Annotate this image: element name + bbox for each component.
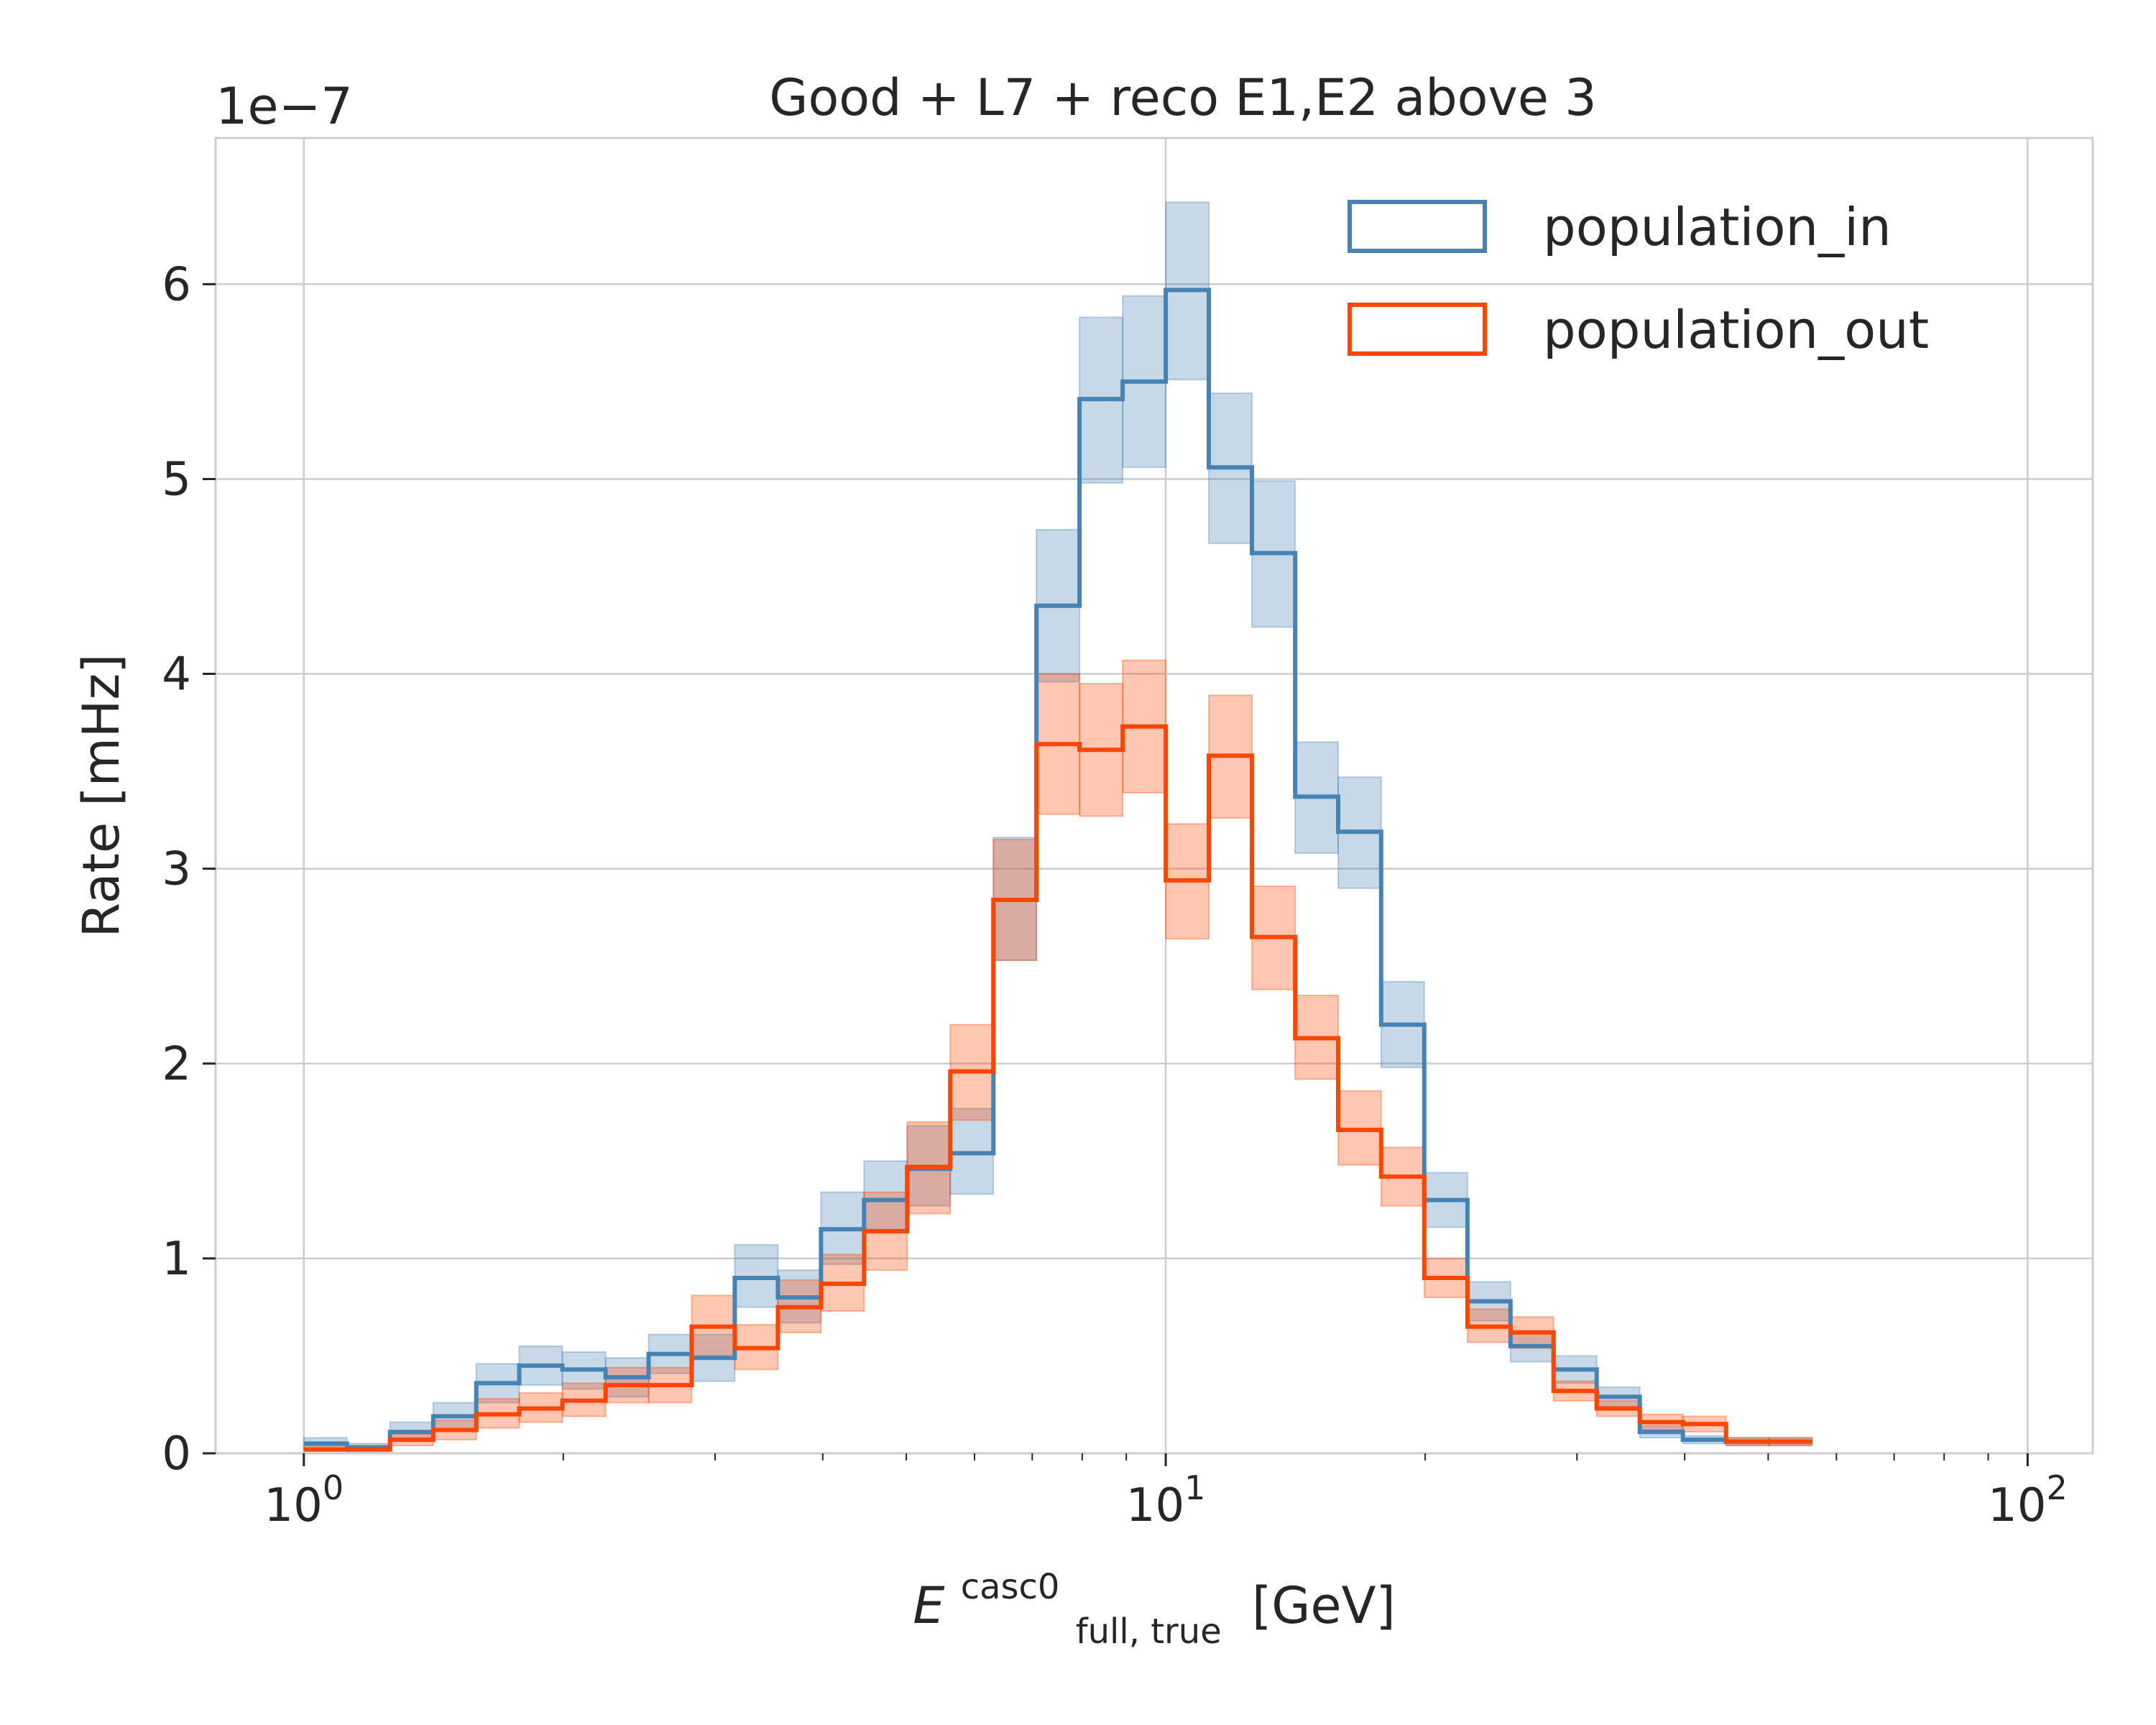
x-tick-label: 100 <box>264 1468 344 1532</box>
legend: population_in population_out <box>1348 197 1929 360</box>
error-band-population-in <box>863 1160 908 1234</box>
x-tick-label-base: 10 <box>264 1479 322 1532</box>
legend-swatch-population-in <box>1348 200 1487 253</box>
axes-frame <box>214 137 2094 1455</box>
y-tick-label: 5 <box>162 453 191 506</box>
y-tick-label: 0 <box>162 1427 191 1481</box>
x-tick-label-base: 10 <box>1126 1479 1184 1532</box>
x-tick-label: 102 <box>1988 1468 2068 1532</box>
series-lines <box>303 288 1812 1452</box>
chart-title: Good + L7 + reco E1,E2 above 3 <box>769 68 1597 127</box>
y-axis-label: Rate [mHz] <box>72 654 131 938</box>
x-axis-label-subscript: full, true <box>1076 1611 1222 1652</box>
x-axis-label: E casc0 full, true [GeV] <box>913 1552 1396 1655</box>
y-tick-label: 1 <box>162 1233 191 1286</box>
series-line-population-in <box>303 288 1812 1450</box>
x-tick-label-base: 10 <box>1988 1479 2046 1532</box>
y-tick-label: 4 <box>162 648 191 702</box>
y-tick-label: 2 <box>162 1038 191 1091</box>
series-line-population-out <box>303 724 1812 1452</box>
legend-label-population-out: population_out <box>1543 300 1929 360</box>
x-tick-label-exponent: 0 <box>323 1468 344 1507</box>
y-tick-label: 3 <box>162 843 191 896</box>
x-tick-label-exponent: 1 <box>1184 1468 1205 1507</box>
legend-label-population-in: population_in <box>1543 197 1892 257</box>
x-axis-label-unit: [GeV] <box>1252 1576 1396 1635</box>
y-offset-text: 1e−7 <box>216 77 353 136</box>
x-axis-label-symbol: E <box>913 1576 945 1635</box>
x-tick-label: 101 <box>1126 1468 1206 1532</box>
x-axis-label-superscript: casc0 <box>961 1567 1060 1607</box>
x-tick-label-exponent: 2 <box>2046 1468 2067 1507</box>
y-tick-label: 6 <box>162 258 191 311</box>
legend-swatch-population-out <box>1348 303 1487 356</box>
